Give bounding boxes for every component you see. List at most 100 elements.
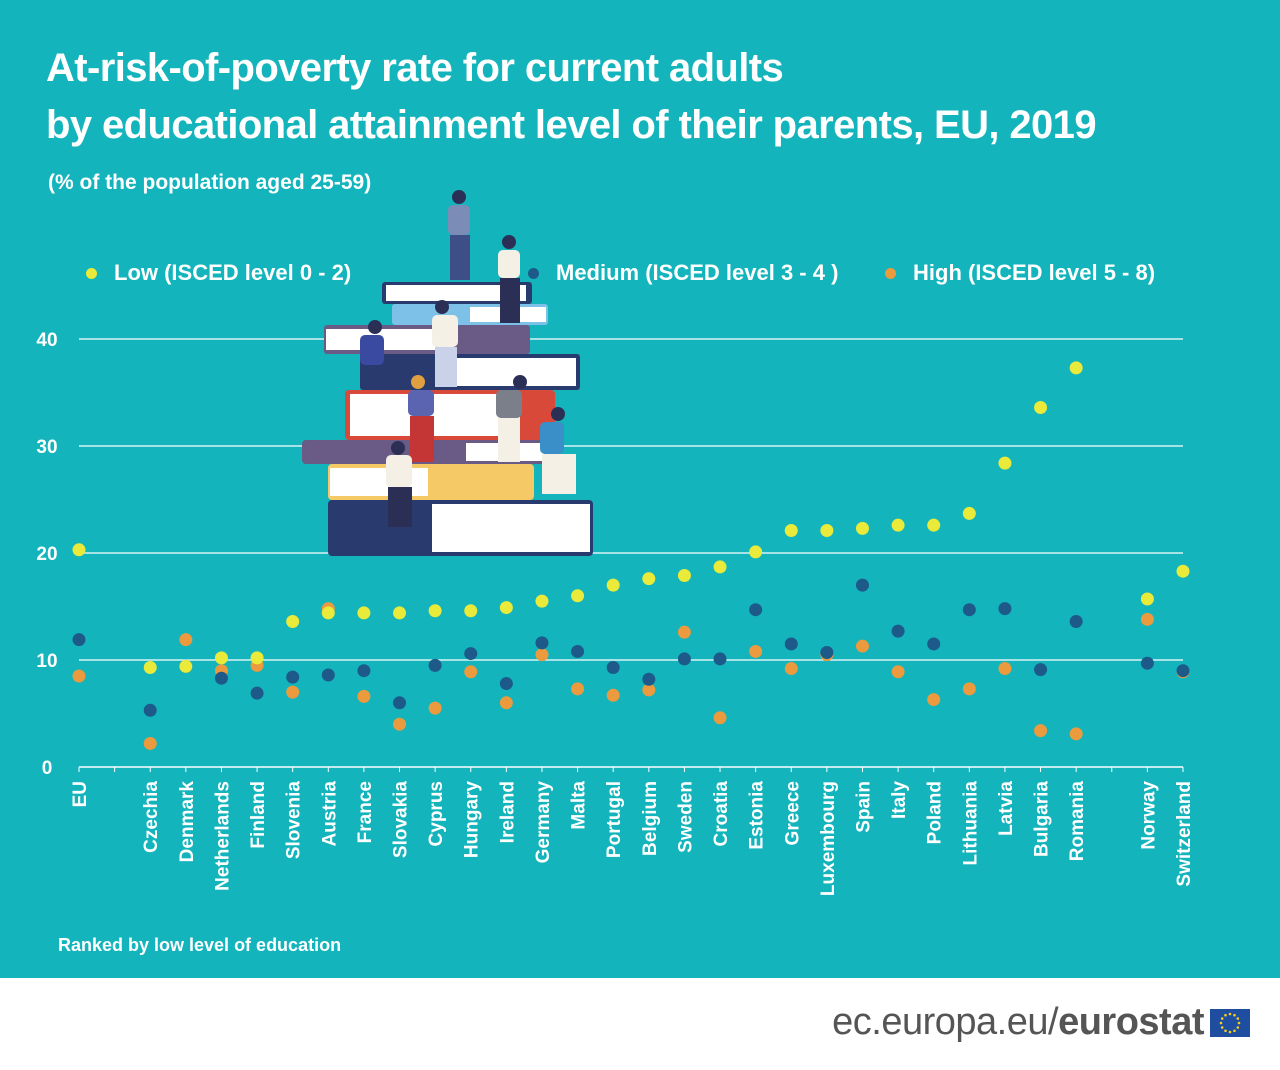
x-tick-label: Cyprus [426,781,447,846]
medium-point [535,636,549,650]
high-point [927,693,941,707]
x-tick-label: France [355,781,376,843]
medium-point [677,652,691,666]
y-tick-label-0: 0 [42,758,53,779]
person-blue-skirt [542,454,576,494]
legend-high-marker [885,267,896,279]
medium-point [784,637,798,651]
chart-title: At-risk-of-poverty rate for current adul… [46,40,1097,154]
title-line-1: At-risk-of-poverty rate for current adul… [46,46,784,90]
low-point [820,524,834,538]
low-point [713,560,727,574]
legend-medium-marker [528,267,539,279]
high-point [891,665,905,679]
x-tick-label: Lithuania [960,781,981,866]
high-point [998,662,1012,676]
low-point [1176,564,1190,578]
y-tick-label-40: 40 [36,330,57,351]
medium-point [499,677,513,691]
eu-flag-icon [1210,1009,1250,1037]
low-point [72,543,86,557]
high-point [535,648,549,662]
person-red-pants [408,390,434,416]
low-point [393,606,407,620]
medium-point [464,647,478,661]
person-mid-right [432,315,458,347]
low-point [250,651,264,665]
person-top-right [498,250,520,278]
x-tick-label: Germany [533,781,554,864]
x-tick-label: Romania [1067,781,1088,862]
y-tick-label-30: 30 [36,437,57,458]
medium-point [1140,656,1154,670]
x-tick-label: Sweden [675,781,696,853]
y-tick-label-20: 20 [36,544,57,565]
medium-point [72,633,86,647]
person-mid-left [360,335,384,365]
low-point [784,524,798,538]
medium-point [1034,663,1048,677]
low-point [1140,592,1154,606]
medium-point [393,696,407,710]
x-tick-label: Hungary [462,781,483,859]
x-tick-label: Belgium [640,781,661,856]
person-red-pants-legs [410,416,434,462]
person-top-left-legs [450,235,470,280]
x-tick-label: Greece [782,781,803,845]
person-blue-head [551,407,565,421]
medium-point [357,664,371,678]
legend-low-label: Low (ISCED level 0 - 2) [114,260,352,285]
high-point [464,665,478,679]
low-point [499,601,513,615]
x-tick-label: Luxembourg [818,781,839,896]
x-tick-label: Croatia [711,781,732,847]
person-top-left [448,205,470,235]
y-tick-label-10: 10 [36,651,57,672]
medium-point [749,603,763,617]
low-point [143,660,157,674]
person-mid-right-head [435,300,449,314]
low-point [1069,361,1083,375]
person-top-right-legs [500,278,520,323]
medium-point [891,624,905,638]
person-grey-head [513,375,527,389]
x-tick-label: Latvia [996,781,1017,836]
person-grey [496,390,522,418]
high-point [179,633,193,647]
medium-point [214,671,228,685]
eurostat-link[interactable]: ec.europa.eu/eurostat [832,1001,1204,1044]
x-tick-label: Spain [853,781,874,833]
high-point [855,639,869,653]
title-line-2: by educational attainment level of their… [46,103,1097,147]
low-point [927,518,941,532]
legend-high: High (ISCED level 5 - 8) [885,260,1155,286]
person-mid-left-head [368,320,382,334]
x-tick-label: Slovakia [391,781,412,859]
book-navy-pages [432,504,590,552]
x-tick-label: Bulgaria [1032,781,1053,857]
x-tick-label: Denmark [177,781,198,863]
high-point [606,688,620,702]
book-dark-pages [440,358,576,386]
x-tick-label: Portugal [604,781,625,858]
medium-point [321,668,335,682]
person-mid-right-legs [435,347,457,387]
low-point [606,578,620,592]
book-red-pages [350,394,520,436]
book-yellow-pages [330,468,428,496]
medium-point [1069,614,1083,628]
legend-medium: Medium (ISCED level 3 - 4 ) [528,260,838,286]
low-point [321,606,335,620]
person-grey-legs [498,418,520,462]
high-point [713,711,727,725]
person-red-pants-head [411,375,425,389]
medium-point [642,672,656,686]
x-tick-label: Slovenia [284,781,305,860]
high-point [784,662,798,676]
legend-high-label: High (ISCED level 5 - 8) [913,260,1156,285]
low-point [855,521,869,535]
low-point [749,545,763,559]
low-point [642,572,656,586]
x-tick-label: Czechia [141,781,162,853]
person-bottom-head [391,441,405,455]
